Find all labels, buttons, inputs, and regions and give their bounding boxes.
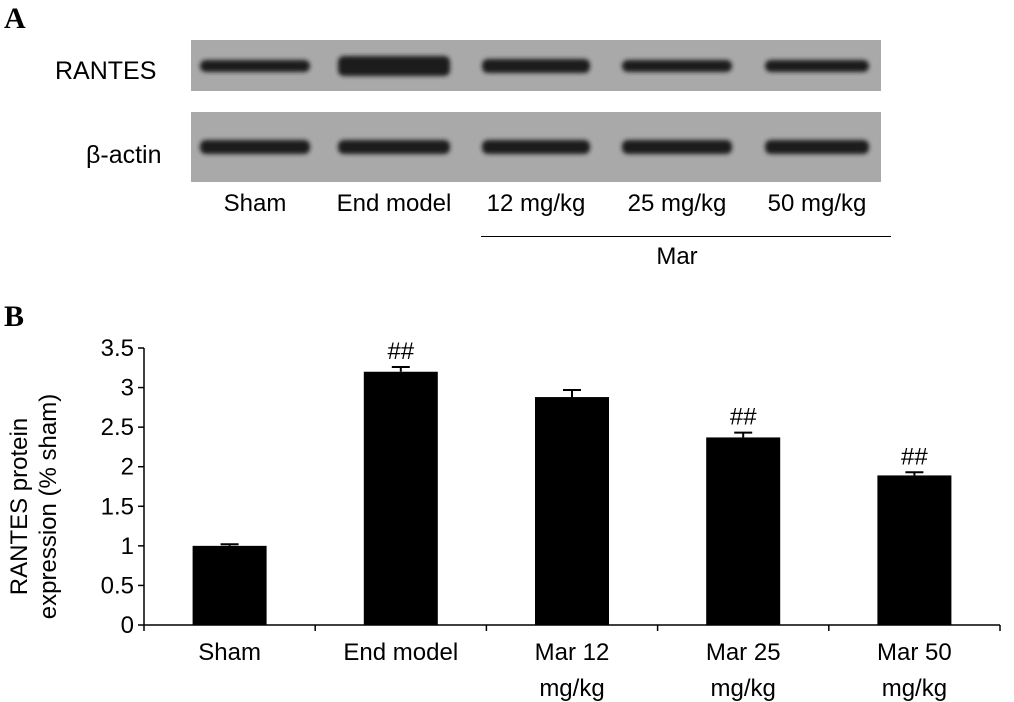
significance-mark-5: ## (901, 443, 928, 470)
x-tick-label-2-1: End model (343, 639, 458, 666)
y-tick-label-6: 3 (121, 375, 134, 402)
bar-3 (535, 397, 609, 625)
lane-label-sham: Sham (223, 190, 287, 217)
y-tick-label-5: 2.5 (101, 414, 134, 441)
y-axis-label-line-2: expression (% sham) (35, 394, 62, 619)
mar-group-label: Mar (656, 243, 698, 270)
actin-band-5 (765, 140, 869, 154)
rantes-band-2 (338, 56, 450, 76)
rantes-band-5 (765, 60, 869, 72)
lane-label-12: 12 mg/kg (486, 190, 586, 217)
bar-1 (192, 545, 267, 625)
x-tick-label-4-1: Mar 25 (706, 639, 781, 666)
x-tick-label-1-1: Sham (198, 639, 261, 666)
x-tick-label-3-2: mg/kg (539, 675, 604, 702)
y-tick-label-3: 1.5 (101, 493, 134, 520)
y-tick-label-7: 3.5 (101, 335, 134, 362)
actin-band-2 (338, 140, 450, 154)
rantes-band-1 (200, 60, 310, 72)
y-tick-label-2: 1 (121, 533, 134, 560)
bar-4 (706, 437, 781, 625)
mar-group-bracket (481, 236, 891, 237)
significance-mark-2: ## (387, 338, 414, 365)
y-tick-label-4: 2 (121, 454, 134, 481)
y-tick-label-0: 0 (121, 612, 134, 639)
rantes-band-3 (482, 59, 590, 73)
actin-band-4 (622, 140, 732, 154)
x-tick-label-4-2: mg/kg (711, 675, 776, 702)
bar-2 (363, 371, 438, 625)
lane-label-end-model: End model (336, 190, 452, 217)
x-tick-label-5-1: Mar 50 (877, 639, 952, 666)
actin-band-1 (200, 140, 310, 154)
western-blot-image (191, 40, 881, 182)
x-tick-label-3-1: Mar 12 (535, 639, 610, 666)
y-axis-label-line-1: RANTES protein (6, 418, 33, 595)
lane-label-25: 25 mg/kg (627, 190, 727, 217)
x-tick-label-5-2: mg/kg (882, 675, 947, 702)
blot-row-label-rantes: RANTES (55, 57, 157, 85)
actin-band-3 (482, 140, 590, 154)
bar-5 (877, 475, 952, 625)
significance-mark-4: ## (730, 404, 757, 431)
y-tick-label-1: 0.5 (101, 572, 134, 599)
rantes-band-4 (622, 60, 732, 72)
panel-a-letter: A (4, 2, 26, 35)
lane-label-50: 50 mg/kg (767, 190, 867, 217)
blot-row-label-actin: β-actin (86, 141, 162, 169)
panel-b-letter: B (4, 300, 25, 333)
